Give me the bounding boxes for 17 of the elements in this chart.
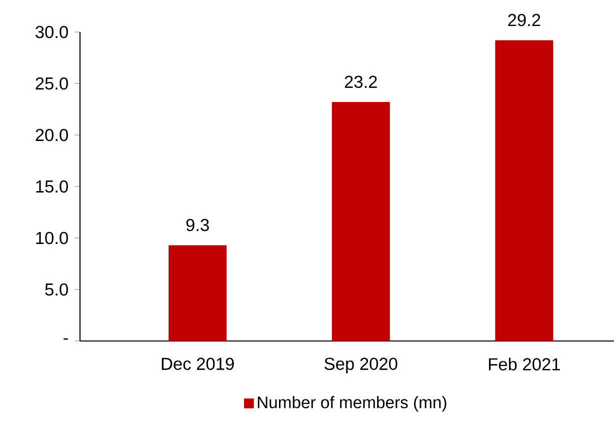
data-label: 9.3 [186, 218, 209, 232]
bar [332, 102, 390, 342]
legend-label: Number of members (mn) [258, 396, 446, 412]
x-tick-label: Sep 2020 [324, 358, 398, 374]
y-tick-label: 25.0 [36, 77, 68, 90]
y-tick-label: 5.0 [45, 283, 68, 296]
y-tick-label: - [64, 338, 68, 340]
bar [168, 245, 227, 342]
data-label: 29.2 [508, 14, 540, 26]
x-tick-label: Dec 2019 [162, 358, 234, 370]
y-tick-label: 30.0 [36, 26, 68, 38]
y-tick-label: 10.0 [36, 232, 68, 244]
bar [495, 40, 554, 342]
x-tick-label: Feb 2021 [488, 358, 560, 370]
y-tick-label: 20.0 [36, 128, 68, 142]
data-label: 23.2 [344, 76, 377, 88]
y-tick-label: 15.0 [36, 180, 68, 193]
